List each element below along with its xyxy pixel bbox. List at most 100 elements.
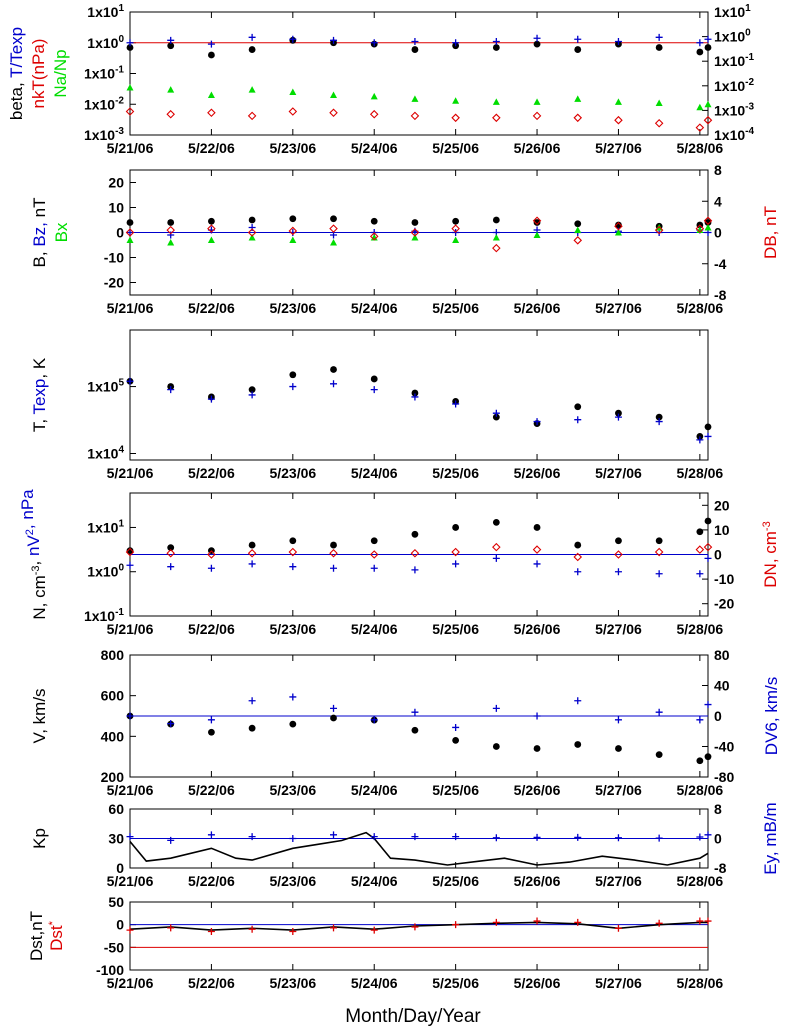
- data-point: [533, 34, 541, 42]
- data-point: [492, 243, 501, 253]
- data-point: [248, 86, 256, 93]
- data-point: [492, 234, 500, 241]
- data-point: [410, 548, 420, 558]
- date-tick-label: 5/26/06: [514, 975, 561, 991]
- data-point: [288, 547, 298, 557]
- data-point: [207, 716, 215, 724]
- date-tick-label: 5/22/06: [188, 621, 235, 637]
- data-point: [492, 743, 500, 750]
- data-point: [696, 226, 704, 233]
- date-tick-label: 5/25/06: [432, 975, 479, 991]
- date-tick-label: 5/27/06: [595, 465, 642, 481]
- panel-density: 5/21/06 5/22/06 5/23/06 5/24/06 5/25/06 5/26/…: [18, 489, 780, 637]
- data-point: [704, 432, 712, 440]
- data-point: [704, 44, 712, 51]
- right-y-tick-label: 8: [714, 162, 722, 178]
- data-point: [207, 224, 216, 233]
- data-point: [411, 530, 419, 538]
- date-tick-label: 5/28/06: [676, 465, 723, 481]
- series-density-0: [126, 517, 712, 555]
- data-point: [126, 547, 134, 555]
- data-point: [615, 409, 622, 417]
- data-point: [615, 745, 622, 752]
- y-tick-label: 30: [108, 831, 124, 847]
- y-tick-label: 0: [116, 860, 124, 876]
- y-axis-label: B, Bz, nT: [30, 198, 49, 268]
- data-point: [492, 98, 500, 105]
- date-tick-label: 5/22/06: [188, 782, 235, 798]
- data-point: [167, 36, 175, 44]
- data-point: [330, 215, 337, 223]
- data-point: [574, 35, 582, 43]
- data-point: [330, 91, 338, 98]
- data-point: [574, 833, 582, 841]
- right-y-tick-label: -8: [714, 860, 727, 876]
- data-point: [696, 103, 704, 111]
- data-point: [533, 219, 541, 226]
- date-tick-label: 5/24/06: [351, 621, 398, 637]
- data-point: [289, 537, 297, 545]
- date-tick-label: 5/28/06: [676, 621, 723, 637]
- data-point: [411, 37, 419, 45]
- data-point: [655, 418, 663, 426]
- data-point: [410, 111, 420, 121]
- data-point: [704, 753, 712, 761]
- data-point: [167, 231, 175, 239]
- y-axis-label: T, Texp, K: [30, 357, 49, 432]
- date-tick-label: 5/25/06: [432, 300, 479, 316]
- data-point: [289, 215, 297, 223]
- data-point: [452, 97, 460, 104]
- date-tick-label: 5/27/06: [595, 873, 642, 889]
- data-point: [247, 548, 257, 558]
- data-point: [166, 225, 175, 235]
- date-tick-label: 5/23/06: [269, 140, 316, 156]
- data-point: [207, 395, 215, 403]
- data-point: [492, 704, 500, 712]
- date-tick-label: 5/24/06: [351, 873, 398, 889]
- data-point: [207, 108, 216, 118]
- data-point: [452, 737, 460, 744]
- y-tick-label: 1x105: [87, 378, 124, 395]
- data-point: [696, 39, 704, 47]
- date-tick-label: 5/27/06: [595, 140, 642, 156]
- series-temperature-1: [126, 377, 712, 444]
- data-point: [704, 219, 712, 226]
- date-tick-label: 5/24/06: [351, 782, 398, 798]
- data-point: [492, 409, 500, 417]
- data-point: [614, 115, 623, 125]
- y-tick-label: 1x101: [87, 3, 124, 20]
- data-point: [704, 35, 712, 43]
- data-point: [533, 40, 541, 48]
- data-point: [167, 219, 175, 226]
- data-point: [126, 229, 134, 236]
- right-axis-label: DB, nT: [761, 206, 780, 259]
- data-point: [411, 708, 419, 716]
- right-y-tick-label: 40: [714, 678, 730, 694]
- data-point: [695, 224, 705, 233]
- data-point: [696, 528, 704, 536]
- date-tick-label: 5/22/06: [188, 873, 235, 889]
- right-y-tick-label: -8: [714, 287, 727, 303]
- panel-frame: [129, 901, 709, 971]
- series-field-3: [125, 216, 713, 253]
- data-point: [492, 113, 501, 123]
- panel-kp: 5/21/06 5/22/06 5/23/06 5/24/06 5/25/06 5/26/…: [30, 801, 780, 889]
- y-axis-label: V, km/s: [30, 688, 49, 743]
- data-point: [411, 726, 419, 734]
- data-point: [167, 836, 175, 844]
- data-point: [573, 113, 583, 123]
- data-point: [655, 44, 663, 51]
- data-point: [125, 547, 135, 557]
- data-point: [167, 563, 175, 571]
- data-point: [533, 712, 541, 720]
- data-point: [695, 123, 705, 132]
- right-y-tick-label: 1x10-3: [714, 101, 754, 118]
- y-tick-label: 600: [101, 688, 125, 704]
- series-field-2: [126, 224, 712, 246]
- y-tick-label: -10: [104, 250, 124, 266]
- data-point: [248, 216, 256, 224]
- data-point: [125, 228, 135, 237]
- right-y-tick-label: -20: [714, 596, 734, 612]
- data-point: [451, 547, 460, 557]
